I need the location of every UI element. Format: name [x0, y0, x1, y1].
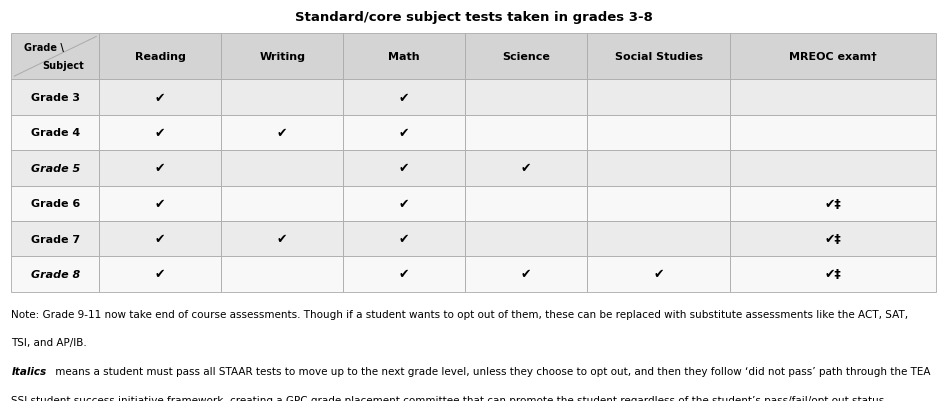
Text: Reading: Reading	[134, 52, 186, 62]
Bar	[11, 151, 99, 186]
Bar	[587, 34, 730, 80]
Text: Italics: Italics	[11, 367, 46, 377]
Bar	[465, 115, 587, 151]
Text: ✔: ✔	[277, 233, 288, 245]
Bar	[465, 186, 587, 221]
Bar	[465, 80, 587, 115]
Bar	[11, 186, 99, 221]
Text: Grade \: Grade \	[24, 43, 63, 53]
Bar	[343, 221, 465, 257]
Text: ✔: ✔	[155, 233, 166, 245]
Text: Grade 8: Grade 8	[30, 269, 80, 279]
Text: ✔‡: ✔‡	[825, 233, 842, 245]
Bar	[11, 115, 99, 151]
Bar	[222, 221, 343, 257]
Bar	[343, 186, 465, 221]
Text: Grade 4: Grade 4	[30, 128, 80, 138]
Text: Grade 3: Grade 3	[30, 93, 80, 103]
Text: ✔: ✔	[399, 91, 409, 104]
Bar	[222, 115, 343, 151]
Bar	[222, 186, 343, 221]
Text: Standard/core subject tests taken in grades 3-8: Standard/core subject tests taken in gra…	[295, 11, 652, 24]
Bar	[465, 221, 587, 257]
Text: ✔: ✔	[155, 162, 166, 175]
Bar	[730, 151, 936, 186]
Bar	[99, 257, 222, 292]
Text: Math: Math	[388, 52, 420, 62]
Text: SSI student success initiative framework, creating a GPC grade placement committ: SSI student success initiative framework…	[11, 395, 888, 401]
Text: ✔: ✔	[399, 127, 409, 140]
Text: Note: Grade 9-11 now take end of course assessments. Though if a student wants t: Note: Grade 9-11 now take end of course …	[11, 309, 908, 319]
Bar	[99, 34, 222, 80]
Text: Writing: Writing	[259, 52, 305, 62]
Bar	[222, 80, 343, 115]
Bar	[730, 80, 936, 115]
Text: Grade 6: Grade 6	[30, 199, 80, 209]
Bar	[99, 221, 222, 257]
Bar	[99, 115, 222, 151]
Text: Grade 7: Grade 7	[30, 234, 80, 244]
Text: ✔: ✔	[399, 162, 409, 175]
Bar	[11, 221, 99, 257]
Bar	[11, 34, 99, 80]
Bar	[587, 257, 730, 292]
Bar	[465, 34, 587, 80]
Text: ✔: ✔	[155, 91, 166, 104]
Text: ✔‡: ✔‡	[825, 268, 842, 281]
Bar	[11, 257, 99, 292]
Text: ✔: ✔	[155, 127, 166, 140]
Bar	[343, 151, 465, 186]
Bar	[222, 34, 343, 80]
Bar	[587, 186, 730, 221]
Bar	[343, 257, 465, 292]
Bar	[99, 80, 222, 115]
Bar	[730, 34, 936, 80]
Bar	[730, 115, 936, 151]
Text: MREOC exam†: MREOC exam†	[789, 52, 877, 62]
Bar	[587, 80, 730, 115]
Text: ✔: ✔	[399, 268, 409, 281]
Text: ✔: ✔	[277, 127, 288, 140]
Bar	[343, 115, 465, 151]
Bar	[730, 221, 936, 257]
Bar	[587, 151, 730, 186]
Bar	[465, 151, 587, 186]
Text: ✔‡: ✔‡	[825, 197, 842, 210]
Text: ✔: ✔	[653, 268, 664, 281]
Bar	[730, 257, 936, 292]
Bar	[99, 151, 222, 186]
Bar	[730, 186, 936, 221]
Text: Science: Science	[502, 52, 550, 62]
Text: Social Studies: Social Studies	[615, 52, 703, 62]
Bar	[222, 257, 343, 292]
Text: Subject: Subject	[42, 61, 83, 71]
Text: ✔: ✔	[155, 197, 166, 210]
Text: ✔: ✔	[399, 233, 409, 245]
Bar	[222, 151, 343, 186]
Bar	[11, 80, 99, 115]
Bar	[587, 221, 730, 257]
Text: Grade 5: Grade 5	[30, 164, 80, 173]
Text: ✔: ✔	[521, 268, 531, 281]
Text: ✔: ✔	[399, 197, 409, 210]
Bar	[343, 34, 465, 80]
Bar	[99, 186, 222, 221]
Text: ✔: ✔	[521, 162, 531, 175]
Text: ✔: ✔	[155, 268, 166, 281]
Bar	[343, 80, 465, 115]
Bar	[465, 257, 587, 292]
Bar	[587, 115, 730, 151]
Text: TSI, and AP/IB.: TSI, and AP/IB.	[11, 338, 87, 348]
Text: means a student must pass all STAAR tests to move up to the next grade level, un: means a student must pass all STAAR test…	[52, 367, 931, 377]
